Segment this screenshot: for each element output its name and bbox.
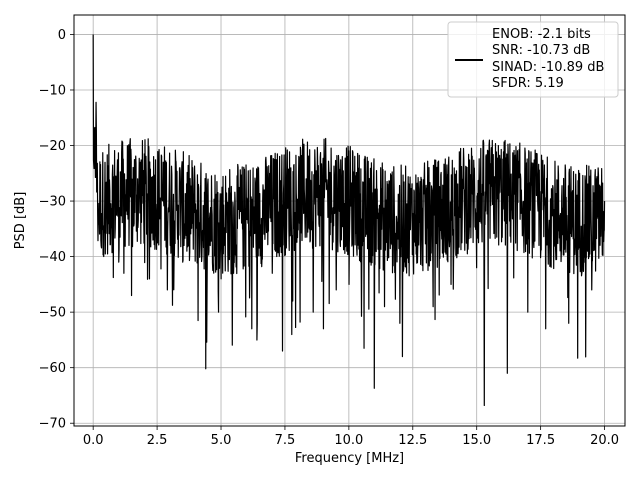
series-layer [92,34,606,407]
y-tick-label: −70 [39,417,66,432]
x-tick-label: 2.5 [147,433,168,448]
legend-enob: ENOB: -2.1 bits [492,27,591,42]
x-tick-label: 5.0 [211,433,232,448]
legend-sfdr: SFDR: 5.19 [492,76,564,91]
legend-sinad: SINAD: -10.89 dB [492,60,604,75]
y-tick-label: 0 [58,28,66,43]
x-tick-label: 12.5 [398,433,427,448]
y-tick-label: −40 [39,250,66,265]
legend-snr: SNR: -10.73 dB [492,43,590,58]
y-axis-title: PSD [dB] [13,192,28,250]
x-tick-label: 15.0 [462,433,491,448]
legend-box [447,21,619,98]
x-tick-label: 10.0 [334,433,363,448]
y-tick-label: −20 [39,139,66,154]
x-axis-title: Frequency [MHz] [295,451,404,466]
legend: ENOB: -2.1 bits SNR: -10.73 dB SINAD: -1… [447,21,619,98]
y-tick-label: −10 [39,83,66,98]
x-tick-label: 17.5 [526,433,555,448]
x-tick-label: 0.0 [83,433,104,448]
plot-frame [73,14,626,427]
y-tick-label: −50 [39,306,66,321]
y-tick-label: −30 [39,195,66,210]
x-tick-label: 7.5 [275,433,296,448]
psd-series-line [92,34,606,407]
ticks: 0.0 2.5 5.0 7.5 10.0 12.5 15.0 17.5 20.0 0 −10 −20 −… [39,28,619,448]
y-tick-label: −60 [39,361,66,376]
x-tick-label: 20.0 [590,433,619,448]
